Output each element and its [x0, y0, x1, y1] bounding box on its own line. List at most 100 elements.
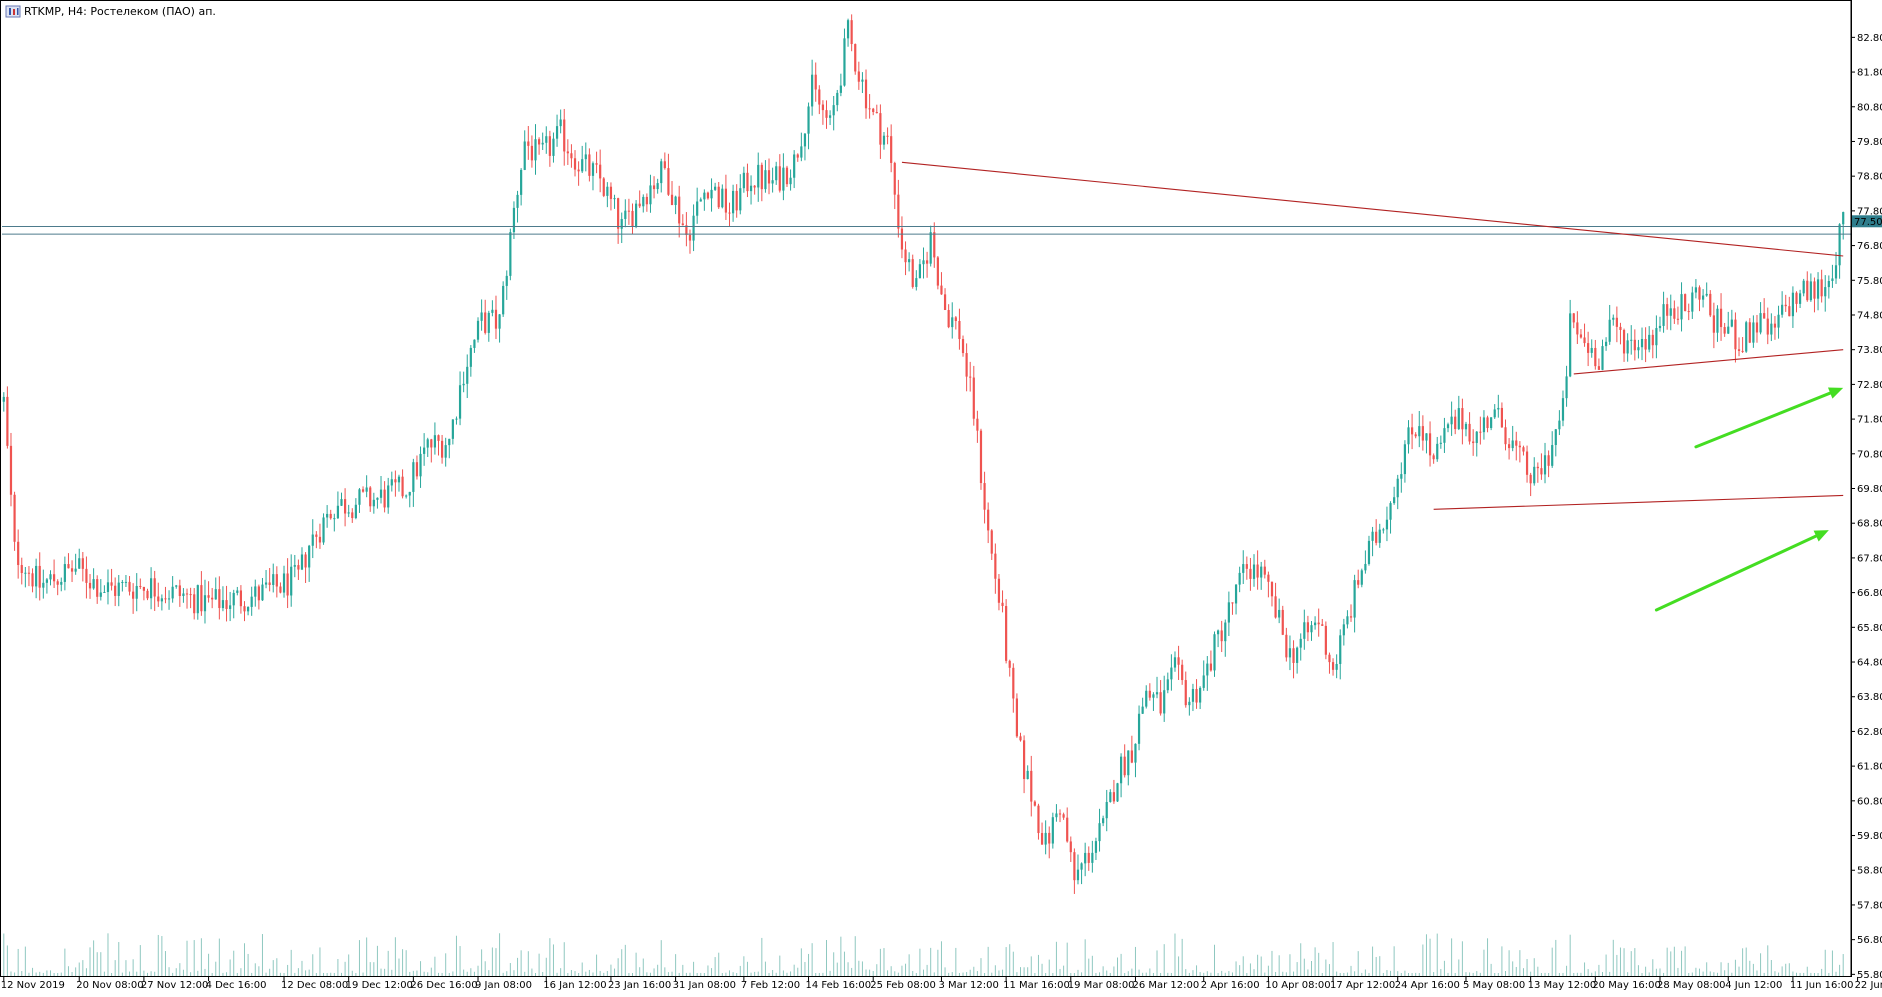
candle-body — [232, 592, 235, 606]
chart-type-icon — [5, 5, 21, 18]
candle-body — [329, 513, 332, 519]
x-tick-label: 23 Jan 16:00 — [608, 980, 671, 991]
candle-body — [660, 161, 663, 184]
candle-body — [469, 347, 472, 367]
green-arrow[interactable] — [1694, 387, 1844, 449]
candle-body — [1831, 278, 1834, 281]
candle-body — [433, 435, 437, 448]
x-tick-label: 7 Feb 12:00 — [741, 980, 800, 991]
candle-body — [383, 489, 386, 508]
candle-body — [1763, 313, 1766, 319]
candle-body — [1367, 540, 1371, 564]
candle-body — [52, 574, 56, 582]
chart-title-text: RTKMP, H4: Ростелеком (ПАО) ап. — [24, 5, 216, 18]
candle-body — [38, 565, 41, 588]
candle-body — [1468, 423, 1471, 442]
candle-body — [670, 194, 674, 205]
candle-body — [1727, 326, 1730, 334]
y-tick-label: 69.80 — [1857, 484, 1882, 495]
candle-body — [1342, 624, 1345, 636]
candle-body — [1842, 212, 1845, 225]
y-tick-label: 57.80 — [1857, 900, 1882, 911]
x-tick-label: 2 Apr 16:00 — [1201, 980, 1260, 991]
candle-body — [620, 218, 623, 229]
candle-body — [254, 586, 257, 597]
candle-body — [361, 489, 365, 492]
annotation-arrows[interactable] — [1654, 387, 1844, 612]
candle-body — [997, 578, 1001, 603]
candle-body — [476, 320, 480, 340]
trendline[interactable] — [1433, 494, 1844, 510]
arrow-shaft — [1654, 534, 1818, 612]
green-arrow[interactable] — [1654, 530, 1829, 612]
candle-body — [502, 285, 505, 315]
chart-title: RTKMP, H4: Ростелеком (ПАО) ап. — [5, 5, 216, 18]
candle-body — [1288, 648, 1292, 658]
candle-body — [1806, 280, 1809, 301]
candle-body — [300, 554, 304, 570]
y-tick-label: 60.80 — [1857, 796, 1882, 807]
candle-body — [850, 20, 853, 45]
candle-body — [376, 497, 379, 500]
candle-body — [1515, 440, 1518, 446]
y-tick-label: 72.80 — [1857, 380, 1882, 391]
candle-body — [318, 536, 322, 543]
candle-body — [1522, 447, 1525, 452]
candle-body — [577, 169, 580, 172]
candle-body — [1385, 519, 1389, 530]
candle-body — [1421, 426, 1424, 441]
candle-body — [1439, 442, 1442, 444]
candle-body — [1130, 750, 1133, 763]
candle-body — [1310, 625, 1313, 633]
candle-body — [1123, 756, 1126, 776]
candle-body — [458, 385, 462, 419]
candle-body — [333, 518, 336, 520]
candle-body — [1037, 805, 1040, 834]
candle-body — [1511, 440, 1514, 449]
candle-body — [1134, 743, 1137, 763]
candle-body — [721, 188, 724, 208]
candle-body — [1019, 736, 1022, 741]
candle-body — [509, 232, 512, 276]
candle-body — [613, 198, 616, 200]
y-tick-label: 78.80 — [1857, 172, 1882, 183]
trendlines[interactable] — [901, 161, 1844, 510]
candle-body — [1755, 322, 1759, 333]
trendline[interactable] — [901, 161, 1844, 257]
candle-body — [1446, 424, 1450, 429]
candle-body — [548, 136, 551, 156]
candle-body — [846, 20, 850, 39]
candle-body — [1791, 292, 1795, 317]
candle-body — [731, 190, 735, 214]
candle-body — [27, 572, 31, 574]
candle-body — [1723, 327, 1726, 334]
volume-bars — [3, 933, 1844, 976]
trendline[interactable] — [1573, 349, 1844, 375]
candle-body — [714, 186, 717, 190]
candle-body — [1328, 654, 1331, 663]
candle-body — [983, 483, 986, 510]
candle-body — [1637, 347, 1640, 351]
candle-body — [890, 136, 893, 163]
candle-body — [994, 553, 997, 579]
candle-body — [1576, 322, 1579, 335]
candle-body — [1321, 624, 1324, 626]
chart-frame — [0, 0, 1852, 977]
candle-body — [1084, 852, 1087, 864]
candle-body — [674, 196, 677, 205]
candle-body — [1662, 304, 1665, 326]
y-tick-label: 79.80 — [1857, 137, 1882, 148]
candle-body — [1012, 667, 1015, 699]
candle-body — [70, 568, 74, 572]
candle-body — [1479, 431, 1482, 433]
candle-body — [1313, 622, 1317, 626]
candle-body — [634, 203, 638, 227]
candle-body — [1827, 280, 1830, 288]
candle-body — [1102, 818, 1105, 824]
candle-body — [1543, 455, 1547, 475]
candle-body — [1360, 570, 1363, 585]
candle-body — [1432, 455, 1435, 460]
